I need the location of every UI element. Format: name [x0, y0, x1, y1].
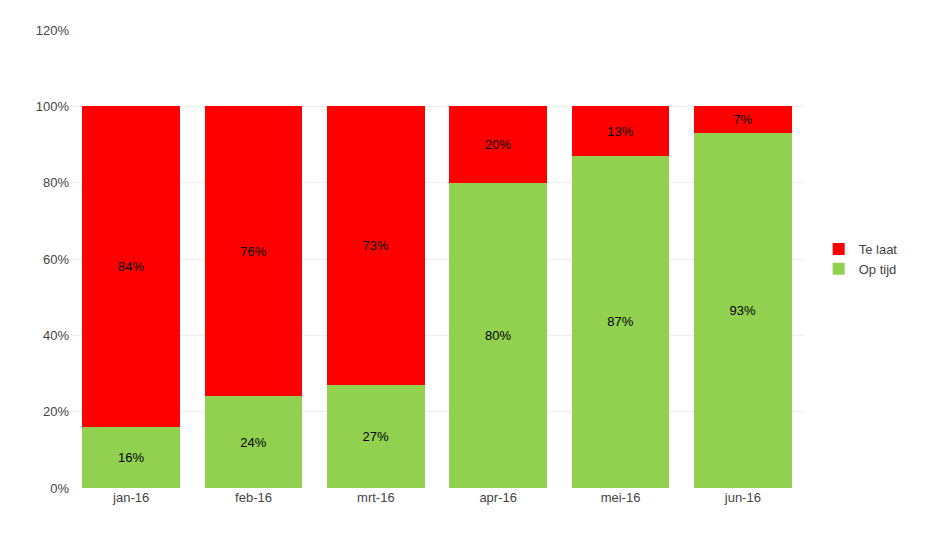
svg-text:73%: 73% [363, 238, 389, 253]
svg-text:feb-16: feb-16 [235, 490, 272, 505]
svg-text:93%: 93% [730, 303, 756, 318]
svg-text:20%: 20% [43, 404, 69, 419]
svg-text:Op tijd: Op tijd [859, 262, 897, 277]
svg-text:24%: 24% [240, 435, 266, 450]
svg-text:apr-16: apr-16 [479, 490, 517, 505]
svg-text:80%: 80% [43, 175, 69, 190]
svg-text:jan-16: jan-16 [112, 490, 149, 505]
svg-text:80%: 80% [485, 328, 511, 343]
svg-text:jun-16: jun-16 [724, 490, 761, 505]
svg-text:27%: 27% [363, 429, 389, 444]
svg-text:120%: 120% [36, 23, 70, 38]
svg-text:Te laat: Te laat [859, 242, 898, 257]
svg-text:100%: 100% [36, 99, 70, 114]
svg-text:76%: 76% [240, 244, 266, 259]
svg-text:16%: 16% [118, 450, 144, 465]
svg-text:87%: 87% [607, 314, 633, 329]
svg-text:84%: 84% [118, 259, 144, 274]
svg-text:13%: 13% [607, 124, 633, 139]
svg-text:20%: 20% [485, 137, 511, 152]
svg-text:mrt-16: mrt-16 [357, 490, 395, 505]
svg-text:0%: 0% [50, 481, 69, 496]
svg-text:40%: 40% [43, 328, 69, 343]
svg-text:60%: 60% [43, 252, 69, 267]
svg-text:mei-16: mei-16 [601, 490, 641, 505]
svg-text:7%: 7% [733, 112, 752, 127]
